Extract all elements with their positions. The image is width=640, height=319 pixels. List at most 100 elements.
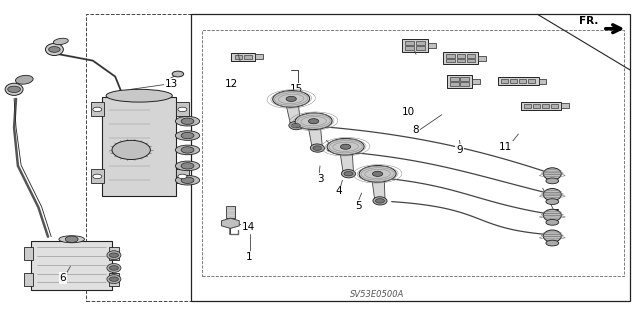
- Text: 2: 2: [337, 146, 344, 157]
- Polygon shape: [524, 104, 531, 108]
- Ellipse shape: [106, 89, 172, 102]
- Polygon shape: [472, 79, 480, 84]
- Polygon shape: [461, 82, 468, 86]
- Ellipse shape: [546, 240, 559, 246]
- Polygon shape: [109, 247, 119, 260]
- Ellipse shape: [546, 219, 559, 225]
- Ellipse shape: [175, 116, 200, 126]
- Polygon shape: [244, 55, 252, 59]
- Circle shape: [49, 47, 60, 52]
- Text: 10: 10: [402, 107, 415, 117]
- Text: 8: 8: [413, 125, 419, 135]
- Polygon shape: [457, 59, 465, 63]
- Text: 5: 5: [355, 201, 362, 211]
- Text: 6: 6: [60, 273, 66, 283]
- Circle shape: [313, 146, 322, 150]
- Polygon shape: [447, 75, 472, 87]
- Polygon shape: [467, 59, 475, 63]
- Circle shape: [93, 174, 102, 179]
- Text: 9: 9: [456, 145, 463, 155]
- Polygon shape: [102, 97, 176, 196]
- Ellipse shape: [107, 275, 121, 284]
- Ellipse shape: [546, 178, 559, 184]
- Circle shape: [286, 96, 296, 101]
- Polygon shape: [226, 206, 235, 218]
- Text: 15: 15: [290, 84, 303, 94]
- Polygon shape: [502, 79, 509, 84]
- Polygon shape: [235, 55, 243, 59]
- Text: 3: 3: [317, 174, 323, 184]
- Polygon shape: [539, 79, 547, 84]
- Ellipse shape: [59, 236, 84, 243]
- Polygon shape: [520, 79, 526, 84]
- Text: 7: 7: [552, 209, 559, 219]
- Circle shape: [65, 236, 78, 242]
- Ellipse shape: [289, 122, 303, 130]
- Ellipse shape: [175, 131, 200, 140]
- Circle shape: [178, 174, 187, 179]
- Polygon shape: [91, 169, 104, 183]
- Ellipse shape: [107, 251, 121, 260]
- Ellipse shape: [5, 83, 23, 95]
- Polygon shape: [451, 82, 458, 86]
- Polygon shape: [561, 103, 569, 108]
- Polygon shape: [461, 77, 468, 81]
- Circle shape: [181, 163, 194, 169]
- Polygon shape: [339, 146, 353, 174]
- Polygon shape: [532, 104, 540, 108]
- Polygon shape: [255, 54, 263, 59]
- Polygon shape: [451, 77, 458, 81]
- Ellipse shape: [327, 138, 364, 155]
- Ellipse shape: [543, 209, 561, 221]
- Polygon shape: [416, 41, 425, 45]
- Ellipse shape: [295, 113, 332, 130]
- Ellipse shape: [175, 175, 200, 185]
- Text: 13: 13: [165, 78, 178, 89]
- Ellipse shape: [175, 161, 200, 171]
- Polygon shape: [447, 59, 454, 63]
- Text: 11: 11: [499, 142, 512, 152]
- Circle shape: [109, 266, 118, 270]
- Text: 4: 4: [336, 186, 342, 197]
- Circle shape: [181, 118, 194, 124]
- Polygon shape: [176, 102, 189, 116]
- Text: 12: 12: [225, 78, 238, 89]
- Text: FR.: FR.: [579, 16, 598, 26]
- Polygon shape: [91, 102, 104, 116]
- Polygon shape: [550, 104, 558, 108]
- Ellipse shape: [373, 197, 387, 205]
- Circle shape: [181, 177, 194, 183]
- Polygon shape: [285, 98, 301, 126]
- Polygon shape: [176, 169, 189, 183]
- Polygon shape: [541, 104, 548, 108]
- Polygon shape: [447, 54, 454, 57]
- Circle shape: [8, 86, 20, 93]
- Ellipse shape: [53, 38, 68, 45]
- Polygon shape: [428, 43, 435, 48]
- Polygon shape: [371, 174, 385, 201]
- Polygon shape: [221, 218, 239, 228]
- Polygon shape: [529, 79, 535, 84]
- Polygon shape: [405, 46, 414, 50]
- Polygon shape: [443, 52, 479, 64]
- Circle shape: [291, 123, 300, 128]
- Polygon shape: [24, 247, 33, 260]
- Circle shape: [178, 107, 187, 112]
- Text: SV53E0500A: SV53E0500A: [351, 290, 404, 299]
- Ellipse shape: [546, 199, 559, 204]
- Polygon shape: [24, 273, 33, 286]
- Polygon shape: [31, 241, 112, 290]
- Polygon shape: [457, 54, 465, 57]
- Ellipse shape: [107, 263, 121, 272]
- Ellipse shape: [543, 230, 561, 242]
- Polygon shape: [307, 121, 323, 148]
- Circle shape: [372, 171, 383, 176]
- Polygon shape: [511, 79, 518, 84]
- Ellipse shape: [341, 170, 355, 178]
- Circle shape: [376, 199, 385, 203]
- Ellipse shape: [543, 189, 561, 201]
- Ellipse shape: [15, 75, 33, 84]
- Polygon shape: [109, 273, 119, 286]
- Circle shape: [181, 132, 194, 139]
- Polygon shape: [479, 56, 486, 61]
